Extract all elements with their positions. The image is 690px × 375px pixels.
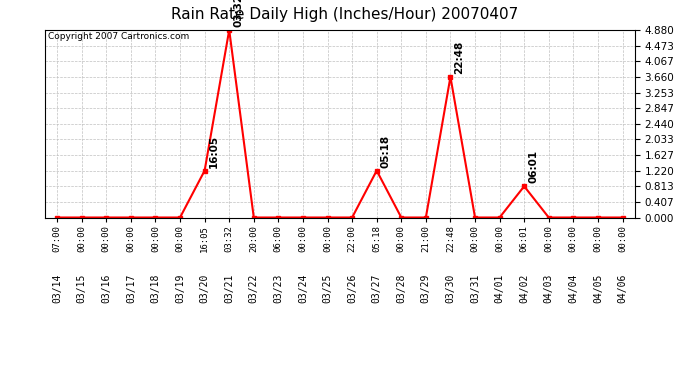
Text: 00:00: 00:00 [593,225,602,252]
Text: 04/01: 04/01 [495,274,504,303]
Text: 03/16: 03/16 [101,274,111,303]
Text: 03/27: 03/27 [372,274,382,303]
Text: 00:00: 00:00 [77,225,86,252]
Text: 00:00: 00:00 [151,225,160,252]
Text: 03/18: 03/18 [150,274,161,303]
Text: 04/06: 04/06 [618,274,627,303]
Text: 03/30: 03/30 [446,274,455,303]
Text: 22:48: 22:48 [446,225,455,252]
Text: Rain Rate Daily High (Inches/Hour) 20070407: Rain Rate Daily High (Inches/Hour) 20070… [171,8,519,22]
Text: 03:32: 03:32 [233,0,244,27]
Text: 03:32: 03:32 [225,225,234,252]
Text: 00:00: 00:00 [618,225,627,252]
Text: 00:00: 00:00 [471,225,480,252]
Text: 03/20: 03/20 [199,274,210,303]
Text: 00:00: 00:00 [495,225,504,252]
Text: 16:05: 16:05 [200,225,209,252]
Text: 04/04: 04/04 [569,274,578,303]
Text: 21:00: 21:00 [422,225,431,252]
Text: 03/26: 03/26 [347,274,357,303]
Text: 03/29: 03/29 [421,274,431,303]
Text: 05:18: 05:18 [372,225,381,252]
Text: 03/21: 03/21 [224,274,234,303]
Text: 00:00: 00:00 [544,225,553,252]
Text: 00:00: 00:00 [102,225,111,252]
Text: 00:00: 00:00 [569,225,578,252]
Text: 03/15: 03/15 [77,274,87,303]
Text: 00:00: 00:00 [299,225,308,252]
Text: 03/31: 03/31 [470,274,480,303]
Text: 04/03: 04/03 [544,274,554,303]
Text: 06:01: 06:01 [529,150,538,183]
Text: 05:18: 05:18 [381,135,391,168]
Text: 03/25: 03/25 [322,274,333,303]
Text: 03/17: 03/17 [126,274,136,303]
Text: 06:00: 06:00 [274,225,283,252]
Text: 03/23: 03/23 [273,274,284,303]
Text: 00:00: 00:00 [323,225,332,252]
Text: 16:05: 16:05 [209,135,219,168]
Text: 22:00: 22:00 [348,225,357,252]
Text: 03/14: 03/14 [52,274,62,303]
Text: 03/24: 03/24 [298,274,308,303]
Text: 03/22: 03/22 [249,274,259,303]
Text: 04/02: 04/02 [519,274,529,303]
Text: 00:00: 00:00 [175,225,184,252]
Text: 00:00: 00:00 [397,225,406,252]
Text: 07:00: 07:00 [52,225,61,252]
Text: 20:00: 20:00 [249,225,258,252]
Text: 22:48: 22:48 [455,41,464,74]
Text: 06:01: 06:01 [520,225,529,252]
Text: 04/05: 04/05 [593,274,603,303]
Text: 03/28: 03/28 [396,274,406,303]
Text: 03/19: 03/19 [175,274,185,303]
Text: 00:00: 00:00 [126,225,135,252]
Text: Copyright 2007 Cartronics.com: Copyright 2007 Cartronics.com [48,32,189,41]
